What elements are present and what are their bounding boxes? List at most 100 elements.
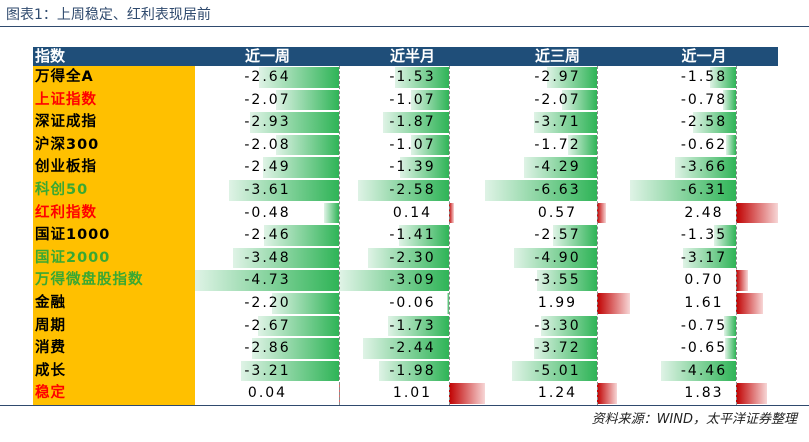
cell-value: -2.86	[244, 340, 291, 357]
negative-bar	[249, 112, 339, 133]
negative-bar	[411, 89, 450, 111]
cell-value: -1.87	[389, 114, 436, 131]
cell-value: -2.97	[534, 69, 581, 85]
cell-value: -2.07	[534, 91, 581, 108]
table-cell: -1.39	[340, 156, 485, 179]
table-cell: -1.58	[630, 66, 778, 89]
header-1m: 近一月	[681, 47, 727, 65]
negative-bar	[674, 157, 737, 178]
negative-bar	[709, 67, 737, 88]
cell-value: -2.08	[244, 136, 291, 153]
cell-value: -1.58	[680, 69, 728, 85]
positive-bar	[596, 292, 630, 314]
negative-bar	[241, 360, 339, 382]
cell-value: 0.04	[247, 385, 288, 402]
table-cell: -6.31	[630, 179, 778, 202]
row-name: 周期	[35, 317, 66, 334]
cell-value: -0.48	[244, 204, 291, 221]
cell-value: 1.83	[684, 385, 724, 402]
negative-bar	[512, 360, 597, 382]
negative-bar	[725, 338, 737, 359]
table-cell: -2.08	[195, 134, 340, 157]
table-cell: -2.97	[485, 66, 630, 89]
table-cell: -3.61	[195, 179, 340, 202]
positive-bar	[449, 383, 485, 404]
cell-value: -2.57	[534, 227, 581, 244]
row-name: 深证成指	[35, 114, 97, 131]
table-cell: 0.70	[630, 269, 778, 292]
table-cell: -3.71	[485, 111, 630, 134]
table-cell: 1.99	[485, 292, 630, 315]
cell-value: -3.21	[244, 362, 291, 379]
negative-bar	[411, 134, 450, 156]
table-cell: -1.53	[340, 66, 485, 89]
table-cell: 0.04	[195, 382, 340, 405]
table-cell: -6.63	[485, 179, 630, 202]
negative-bar	[541, 315, 597, 337]
table-cell: -5.01	[485, 360, 630, 383]
negative-bar	[534, 112, 597, 133]
negative-bar	[713, 225, 737, 246]
negative-bar	[264, 225, 339, 246]
cell-value: -0.65	[680, 340, 728, 357]
table-cell: -1.73	[340, 315, 485, 338]
negative-bar	[723, 89, 737, 111]
row-name: 红利指数	[35, 204, 97, 221]
table-cell: -2.20	[195, 292, 340, 315]
table-cell: -1.72	[485, 134, 630, 157]
header-3w: 近三周	[534, 47, 580, 65]
table-cell: -2.44	[340, 337, 485, 360]
table-cell: -1.35	[630, 224, 778, 247]
table-cell: -2.07	[485, 89, 630, 112]
table-cell: -3.09	[340, 269, 485, 292]
table-cell: -0.62	[630, 134, 778, 157]
cell-value: -5.01	[534, 362, 581, 379]
table-cell: -2.93	[195, 111, 340, 134]
table-cell: -1.07	[340, 89, 485, 112]
zero-axis	[338, 66, 340, 405]
positive-bar	[736, 202, 778, 224]
table-cell: -2.30	[340, 247, 485, 270]
row-name: 万得微盘股指数	[35, 272, 144, 289]
table-cell: 1.24	[485, 382, 630, 405]
cell-value: -2.49	[244, 159, 291, 176]
cell-value: -1.53	[389, 69, 436, 85]
cell-value: -2.46	[244, 227, 291, 244]
table-cell: -0.78	[630, 89, 778, 112]
table-cell: -0.06	[340, 292, 485, 315]
cell-value: -6.63	[534, 181, 581, 198]
row-name: 创业板指	[35, 159, 97, 176]
positive-bar	[736, 270, 749, 291]
row-name: 科创50	[35, 181, 89, 198]
table-cell: -3.66	[630, 156, 778, 179]
negative-bar	[379, 360, 450, 382]
figure-caption: 图表1：上周稳定、红利表现居前	[6, 7, 211, 23]
cell-value: -1.98	[389, 362, 436, 379]
positive-bar	[736, 292, 764, 314]
negative-bar	[258, 67, 339, 88]
index-name-column: 万得全A 上证指数 深证成指 沪深300 创业板指 科创50 红利指数 国证1000 国证200…	[33, 66, 195, 405]
cell-value: -2.93	[244, 114, 291, 131]
table-cell: -3.72	[485, 337, 630, 360]
table-cell: -1.41	[340, 224, 485, 247]
negative-bar	[485, 179, 597, 201]
cell-value: 1.61	[684, 294, 724, 311]
table-cell: -2.58	[340, 179, 485, 202]
table-cell: -0.65	[630, 337, 778, 360]
cell-value: 0.57	[537, 204, 578, 221]
negative-bar	[546, 67, 597, 88]
data-columns: -2.64 -2.07 -2.93 -2.08 -2.49 -3.61 -0.48 -2.46…	[195, 66, 778, 405]
negative-bar	[630, 179, 737, 201]
negative-bar	[723, 315, 737, 337]
table-cell: -0.75	[630, 315, 778, 338]
col-1w: -2.64 -2.07 -2.93 -2.08 -2.49 -3.61 -0.48 -2.46…	[195, 66, 340, 405]
cell-value: -2.44	[389, 340, 436, 357]
positive-bar	[449, 202, 455, 224]
header-index: 指数	[35, 47, 66, 65]
table-cell: -3.55	[485, 269, 630, 292]
positive-bar	[596, 383, 618, 404]
table-cell: 1.83	[630, 382, 778, 405]
cell-value: -0.78	[680, 91, 728, 108]
cell-value: -3.55	[534, 272, 581, 289]
table-cell: -4.90	[485, 247, 630, 270]
